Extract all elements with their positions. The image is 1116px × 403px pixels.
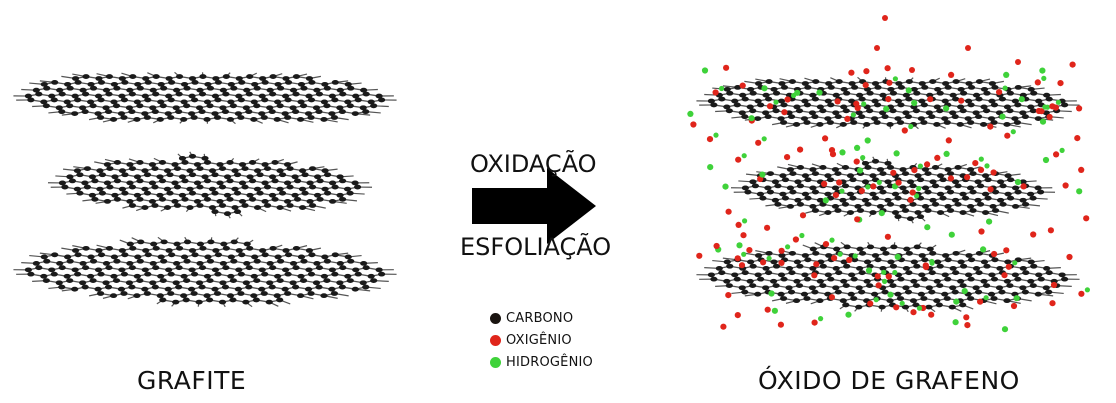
hydrogen-dot-icon — [490, 356, 501, 368]
legend-item-carbon: CARBONO — [490, 307, 593, 329]
oxidation-label: OXIDAÇÃO — [470, 150, 597, 178]
oxygen-dot-icon — [490, 334, 501, 346]
graphene-oxide-label: ÓXIDO DE GRAFENO — [758, 366, 1020, 395]
right-arrow-icon — [472, 168, 596, 244]
functional-group-atoms — [687, 15, 1090, 333]
graphite-label: GRAFITE — [137, 366, 247, 395]
exfoliation-label: ESFOLIAÇÃO — [460, 233, 612, 261]
legend-label: HIDROGÊNIO — [506, 354, 593, 370]
legend-item-hydrogen: HIDROGÊNIO — [490, 351, 593, 373]
legend-label: OXIGÊNIO — [506, 332, 572, 348]
legend-item-oxygen: OXIGÊNIO — [490, 329, 593, 351]
carbon-dot-icon — [490, 312, 501, 324]
graphite-structure — [13, 71, 397, 308]
legend: CARBONO OXIGÊNIO HIDROGÊNIO — [490, 307, 593, 373]
legend-label: CARBONO — [506, 310, 574, 326]
